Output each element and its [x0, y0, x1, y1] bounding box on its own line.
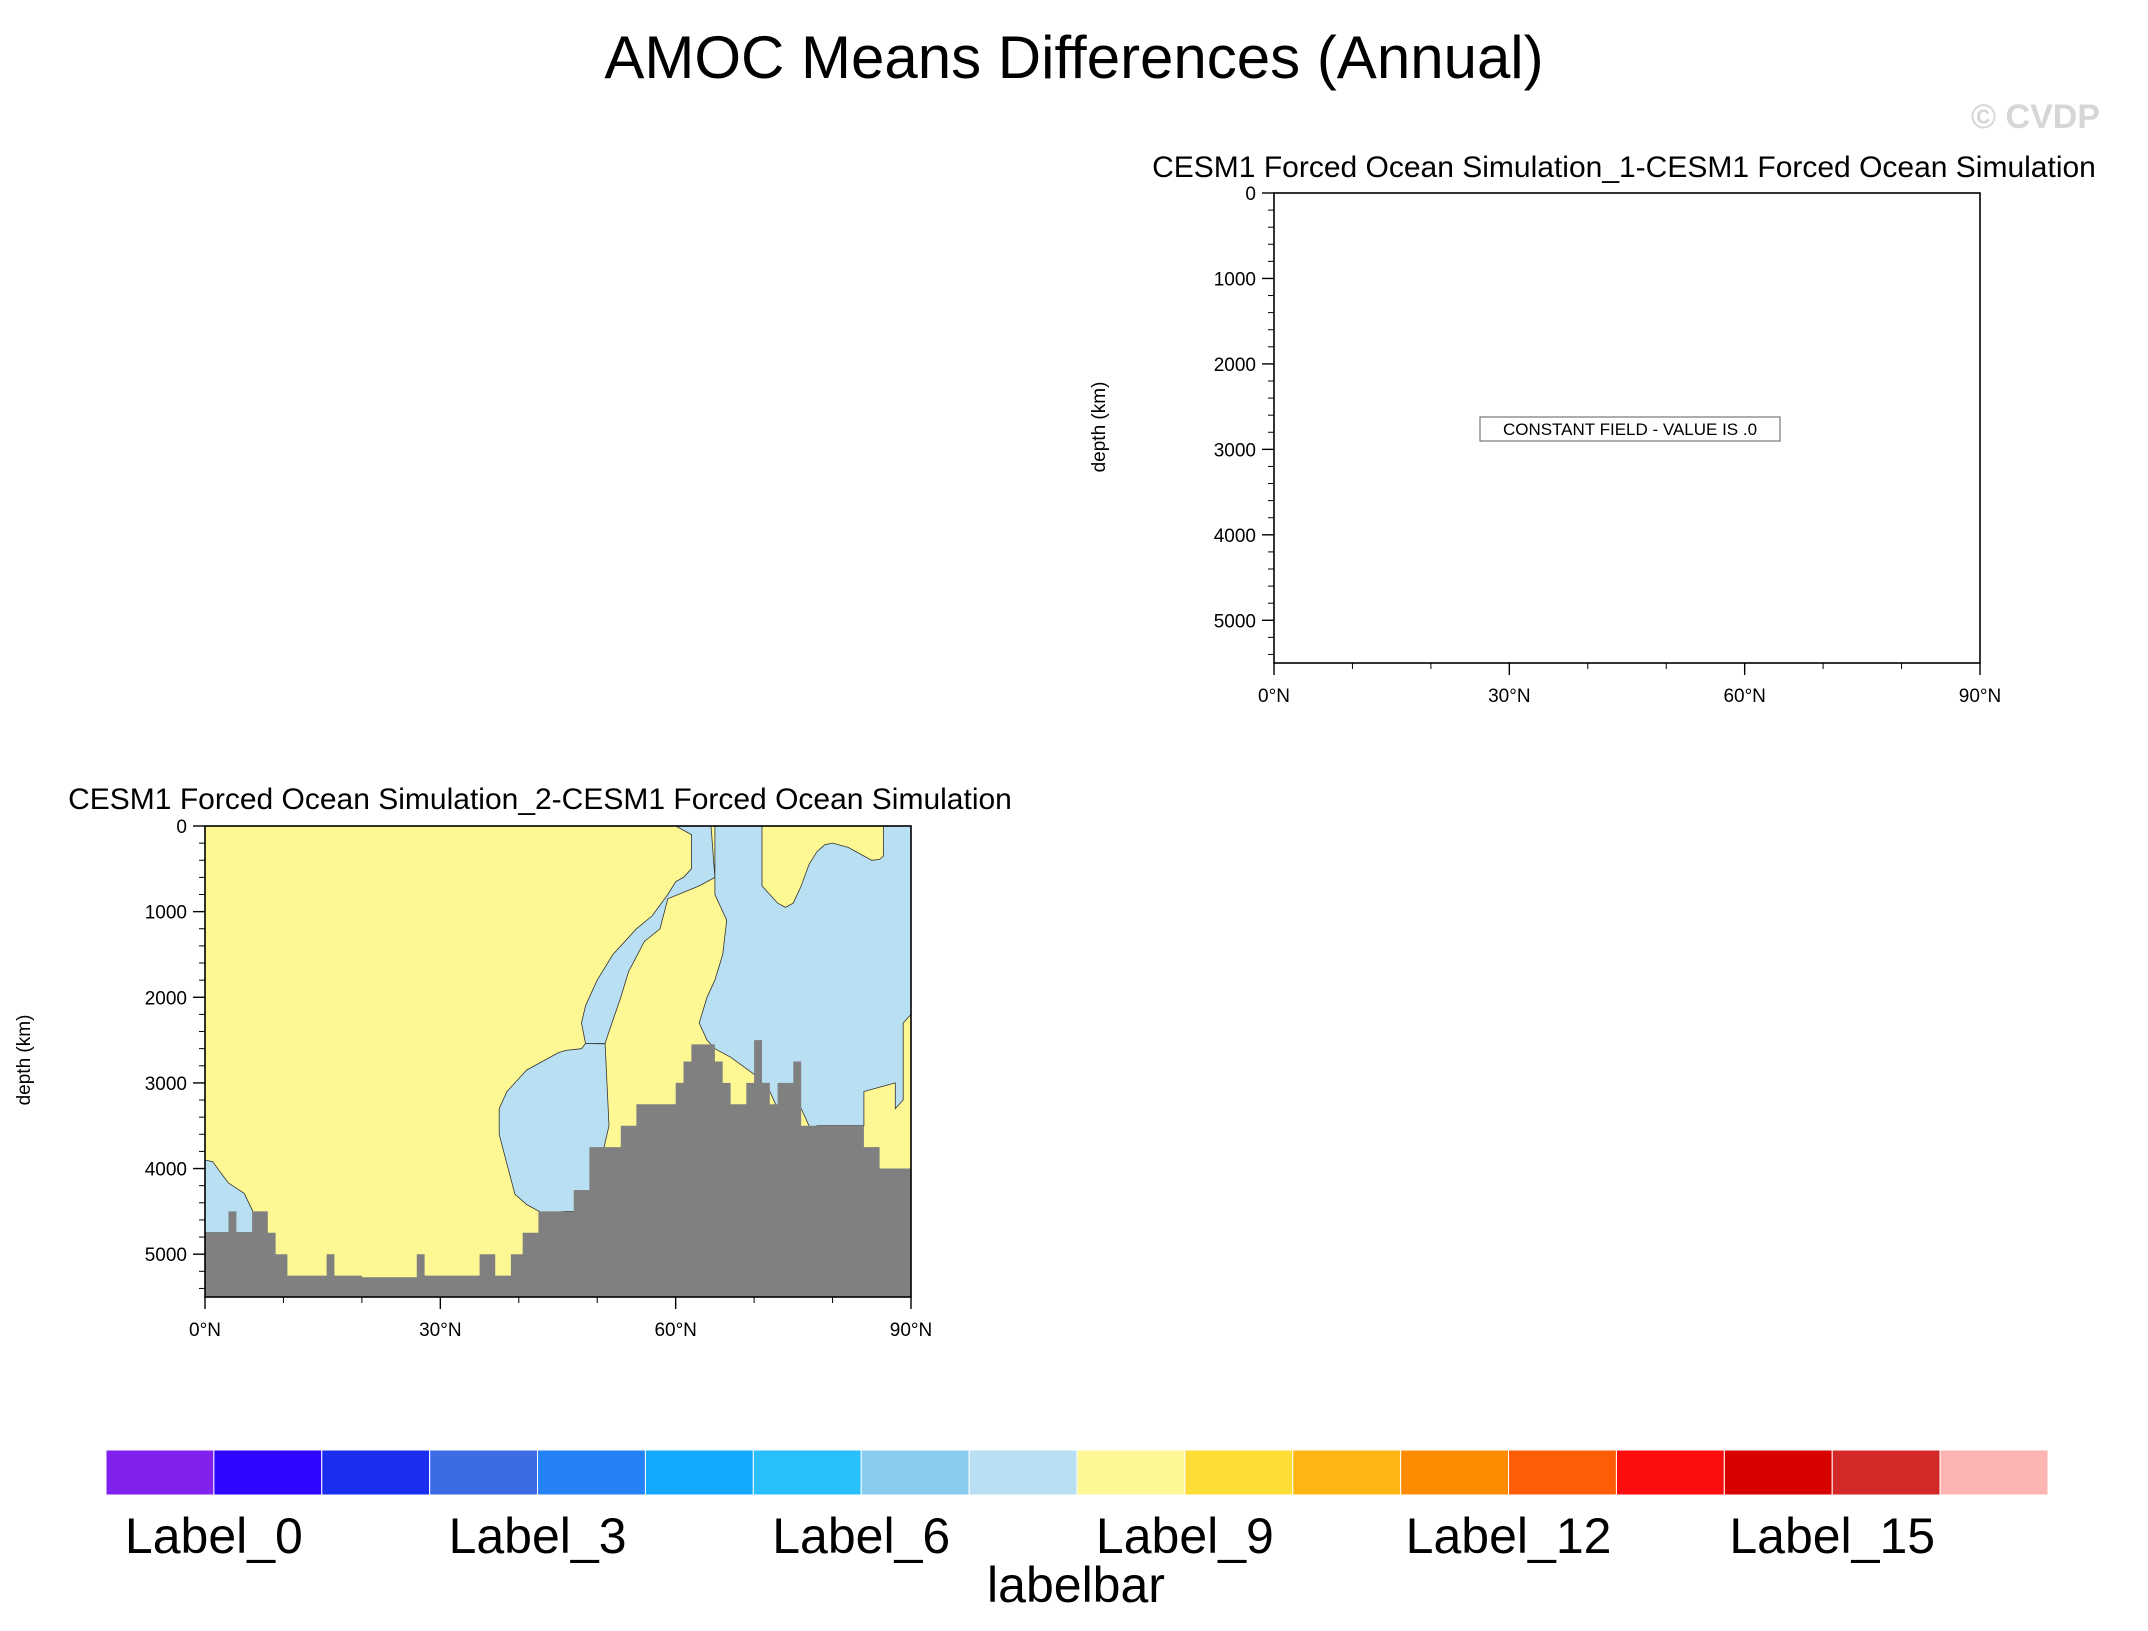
- labelbar-box: [429, 1449, 539, 1496]
- x-tick-label: 0°N: [189, 1320, 221, 1341]
- y-tick-label: 5000: [1214, 611, 1256, 632]
- y-tick-label: 0: [1245, 184, 1256, 205]
- panel1-plot-frame: [1273, 192, 1981, 664]
- panel2-plot-frame: [204, 825, 912, 1298]
- x-tick-label: 60°N: [654, 1320, 696, 1341]
- labelbar-box: [1184, 1449, 1294, 1496]
- y-tick-label: 2000: [1214, 355, 1256, 376]
- y-tick-label: 2000: [145, 988, 187, 1009]
- labelbar-box: [968, 1449, 1078, 1496]
- panel1-title: CESM1 Forced Ocean Simulation_1-CESM1 Fo…: [1152, 151, 2096, 184]
- panel-bottom-left: CESM1 Forced Ocean Simulation_2-CESM1 Fo…: [14, 783, 1012, 1341]
- labelbar-label: Label_6: [772, 1508, 950, 1564]
- figure-title: AMOC Means Differences (Annual): [604, 24, 1543, 91]
- labelbar-label: Label_12: [1406, 1508, 1612, 1564]
- labelbar: Label_0 Label_3 Label_6 Label_9 Label_12 Labe…: [105, 1449, 2049, 1613]
- constant-field-box: [1479, 416, 1781, 442]
- contour-region-label-8: [698, 826, 911, 1144]
- x-tick-label: 60°N: [1723, 686, 1765, 707]
- labelbar-box: [1939, 1449, 2049, 1496]
- labelbar-title: labelbar: [987, 1557, 1165, 1613]
- y-tick-label: 5000: [145, 1245, 187, 1266]
- labelbar-label: Label_15: [1729, 1508, 1935, 1564]
- y-tick-label: 0: [176, 817, 187, 838]
- y-tick-label: 4000: [1214, 526, 1256, 547]
- panel2-ylabel: depth (km): [14, 1015, 35, 1106]
- labelbar-box: [1076, 1449, 1186, 1496]
- labelbar-box: [752, 1449, 862, 1496]
- labelbar-box: [1831, 1449, 1941, 1496]
- labelbar-box: [1508, 1449, 1617, 1496]
- labelbar-box: [1292, 1449, 1402, 1496]
- y-tick-label: 1000: [145, 903, 187, 924]
- cvdp-watermark: © CVDP: [1971, 98, 2100, 136]
- contour-regions: [205, 826, 911, 1234]
- labelbar-label: Label_9: [1096, 1508, 1274, 1564]
- labelbar-box: [860, 1449, 970, 1496]
- x-tick-label: 30°N: [1488, 686, 1530, 707]
- labelbar-box: [321, 1449, 431, 1496]
- labelbar-box: [1400, 1449, 1510, 1496]
- labelbar-box: [213, 1449, 323, 1496]
- x-tick-label: 90°N: [1959, 686, 2001, 707]
- labelbar-box: [537, 1449, 646, 1496]
- y-tick-label: 3000: [145, 1074, 187, 1095]
- panel2-title: CESM1 Forced Ocean Simulation_2-CESM1 Fo…: [68, 783, 1012, 816]
- labelbar-box: [644, 1449, 754, 1496]
- y-tick-label: 1000: [1214, 269, 1256, 290]
- contour-region-label-8: [581, 826, 716, 1044]
- y-tick-label: 4000: [145, 1160, 187, 1181]
- labelbar-labels: Label_0 Label_3 Label_6 Label_9 Label_12 Labe…: [125, 1508, 1935, 1564]
- panel2-axes: 0°N 30°N 60°N 90°N 0 1000 2000 3000 4000 5000: [145, 817, 933, 1341]
- x-tick-label: 0°N: [1258, 686, 1290, 707]
- labelbar-box: [1723, 1449, 1833, 1496]
- labelbar-boxes: [105, 1449, 2049, 1496]
- missing-bathymetry-mask: [205, 1023, 911, 1297]
- labelbar-box: [105, 1449, 215, 1496]
- y-tick-label: 3000: [1214, 440, 1256, 461]
- x-tick-label: 90°N: [890, 1320, 932, 1341]
- labelbar-box: [1615, 1449, 1725, 1496]
- labelbar-label: Label_3: [449, 1508, 627, 1564]
- panel1-ylabel: depth (km): [1089, 382, 1110, 473]
- panel-top-right: CESM1 Forced Ocean Simulation_1-CESM1 Fo…: [1089, 151, 2096, 707]
- constant-field-annotation: CONSTANT FIELD - VALUE IS .0: [1503, 420, 1757, 439]
- labelbar-label: Label_0: [125, 1508, 303, 1564]
- x-tick-label: 30°N: [419, 1320, 461, 1341]
- panel1-axes: 0°N 30°N 60°N 90°N 0 1000 2000 3000 4000 5000: [1214, 184, 2002, 707]
